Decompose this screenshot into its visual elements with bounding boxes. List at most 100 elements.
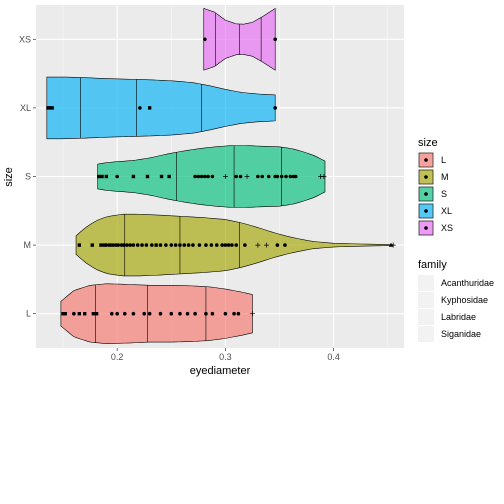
legend-key-bg bbox=[418, 309, 434, 325]
data-point-M bbox=[390, 242, 396, 248]
data-point-S bbox=[266, 174, 271, 179]
legend-key-bg bbox=[418, 326, 434, 342]
data-point-M bbox=[186, 243, 191, 247]
legend-swatch-dot bbox=[424, 209, 428, 213]
data-point-L bbox=[109, 311, 114, 316]
data-point-M bbox=[111, 243, 115, 247]
data-point-L bbox=[158, 311, 163, 316]
data-point-XL bbox=[50, 106, 54, 110]
data-point-S bbox=[256, 174, 260, 179]
data-point-M bbox=[223, 243, 228, 247]
legend-key-bg bbox=[418, 292, 434, 308]
data-point-M bbox=[283, 243, 287, 247]
y-tick-label: XL bbox=[20, 103, 31, 113]
data-point-M bbox=[191, 243, 195, 247]
data-point-L bbox=[83, 312, 87, 316]
legend-title-size: size bbox=[418, 137, 438, 149]
data-point-M bbox=[234, 243, 239, 247]
axes-layer: 0.2 0.3 0.4 L M S XL XS bbox=[19, 34, 340, 362]
data-point-M bbox=[121, 243, 126, 247]
data-point-M bbox=[230, 243, 234, 247]
data-point-M bbox=[275, 243, 280, 247]
data-point-S bbox=[115, 174, 119, 179]
data-point-L bbox=[236, 311, 241, 316]
data-point-M bbox=[99, 243, 103, 247]
legend-key-bg bbox=[418, 275, 434, 291]
x-tick-label: 0.2 bbox=[111, 352, 124, 362]
x-axis-title: eyediameter bbox=[190, 365, 251, 377]
data-point-M bbox=[131, 243, 136, 247]
data-point-XL bbox=[138, 106, 142, 110]
data-point-XL bbox=[273, 106, 278, 110]
legend-swatch-dot bbox=[424, 226, 428, 230]
data-point-M bbox=[128, 243, 132, 247]
data-point-L bbox=[122, 311, 127, 316]
data-point-L bbox=[91, 312, 96, 316]
data-point-S bbox=[238, 174, 243, 179]
data-point-S bbox=[167, 174, 171, 179]
data-point-M bbox=[104, 243, 109, 247]
y-axis-title: size bbox=[3, 167, 15, 187]
legend-label-Acanthuridae: Acanthuridae bbox=[441, 278, 494, 288]
data-point-S bbox=[193, 174, 197, 179]
data-point-M bbox=[90, 243, 94, 247]
y-tick-label: S bbox=[25, 172, 31, 182]
data-point-M bbox=[220, 243, 224, 247]
legend-label-Siganidae: Siganidae bbox=[441, 329, 481, 339]
points-layer bbox=[46, 37, 429, 337]
data-point-S bbox=[104, 174, 109, 179]
violin-XL bbox=[46, 76, 276, 140]
data-point-M bbox=[182, 243, 187, 247]
legend-label-XL: XL bbox=[441, 206, 452, 216]
data-point-S bbox=[131, 174, 136, 179]
data-point-XL bbox=[48, 106, 52, 110]
data-point-M bbox=[197, 243, 202, 247]
legend-swatch-dot bbox=[424, 175, 428, 179]
data-point-M bbox=[173, 243, 178, 247]
data-point-L bbox=[232, 311, 236, 316]
data-point-S bbox=[288, 174, 293, 179]
legend-label-L: L bbox=[441, 155, 446, 165]
data-point-S bbox=[279, 174, 284, 179]
data-point-L bbox=[131, 311, 136, 316]
legend-label-M: M bbox=[441, 172, 449, 182]
data-point-S bbox=[210, 174, 215, 179]
data-point-M bbox=[226, 243, 231, 247]
data-point-S bbox=[206, 174, 210, 179]
data-point-L bbox=[94, 312, 99, 316]
y-tick-label: M bbox=[24, 240, 32, 250]
data-point-S bbox=[244, 174, 250, 179]
data-point-L bbox=[169, 311, 174, 316]
legend-swatch-dot bbox=[424, 158, 428, 162]
data-point-M bbox=[116, 243, 121, 247]
data-point-L bbox=[77, 312, 81, 316]
data-point-M bbox=[140, 243, 144, 247]
data-point-S bbox=[203, 174, 207, 179]
data-point-M bbox=[144, 243, 149, 247]
data-point-L bbox=[204, 311, 208, 316]
y-tick-label: L bbox=[26, 309, 31, 319]
data-point-S bbox=[275, 174, 280, 179]
data-point-L bbox=[142, 311, 147, 316]
data-point-S bbox=[100, 174, 104, 179]
data-point-L bbox=[63, 312, 67, 316]
data-point-L bbox=[210, 311, 215, 316]
data-point-M bbox=[154, 243, 158, 247]
legend-label-XS: XS bbox=[441, 223, 453, 233]
x-tick-label: 0.3 bbox=[219, 352, 232, 362]
data-point-M bbox=[77, 243, 81, 247]
violins-layer bbox=[46, 7, 394, 344]
data-point-L bbox=[115, 311, 119, 316]
data-point-L bbox=[249, 311, 255, 317]
data-point-M bbox=[150, 243, 154, 247]
y-tick-label: XS bbox=[19, 34, 31, 44]
data-point-M bbox=[158, 243, 163, 247]
data-point-L bbox=[72, 311, 76, 316]
data-point-L bbox=[61, 312, 65, 316]
data-point-M bbox=[178, 243, 182, 247]
data-point-XS bbox=[273, 37, 278, 42]
data-point-S bbox=[159, 174, 164, 179]
data-point-S bbox=[321, 174, 327, 179]
